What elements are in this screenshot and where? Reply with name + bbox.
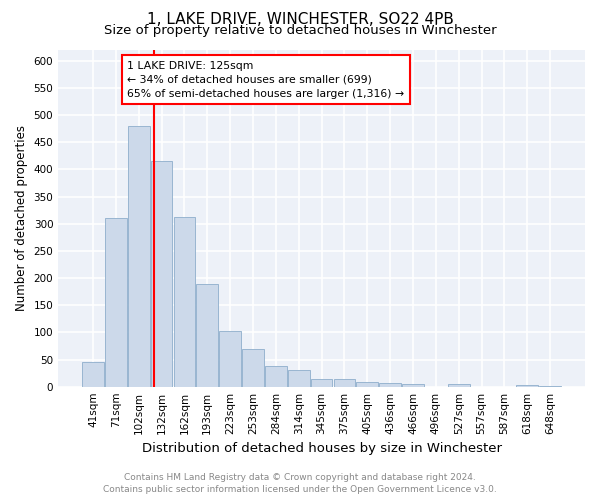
Text: 1, LAKE DRIVE, WINCHESTER, SO22 4PB: 1, LAKE DRIVE, WINCHESTER, SO22 4PB	[146, 12, 454, 28]
Bar	[356, 382, 378, 386]
Bar	[265, 366, 287, 386]
Bar	[151, 162, 172, 386]
Bar	[173, 216, 195, 386]
Text: Size of property relative to detached houses in Winchester: Size of property relative to detached ho…	[104, 24, 496, 37]
Bar	[288, 370, 310, 386]
Y-axis label: Number of detached properties: Number of detached properties	[15, 126, 28, 312]
Bar	[379, 384, 401, 386]
Bar	[311, 379, 332, 386]
Text: 1 LAKE DRIVE: 125sqm
← 34% of detached houses are smaller (699)
65% of semi-deta: 1 LAKE DRIVE: 125sqm ← 34% of detached h…	[127, 61, 404, 99]
Bar	[334, 379, 355, 386]
Bar	[128, 126, 149, 386]
Bar	[448, 384, 470, 386]
X-axis label: Distribution of detached houses by size in Winchester: Distribution of detached houses by size …	[142, 442, 502, 455]
Bar	[196, 284, 218, 387]
Bar	[82, 362, 104, 386]
Bar	[219, 330, 241, 386]
Text: Contains HM Land Registry data © Crown copyright and database right 2024.
Contai: Contains HM Land Registry data © Crown c…	[103, 472, 497, 494]
Bar	[242, 348, 264, 387]
Bar	[402, 384, 424, 386]
Bar	[105, 218, 127, 386]
Bar	[517, 385, 538, 386]
